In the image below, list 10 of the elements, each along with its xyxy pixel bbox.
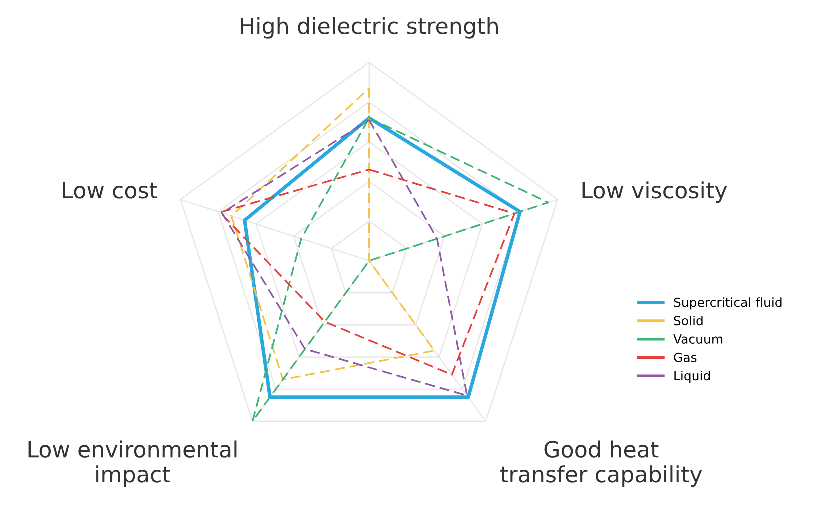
spoke-label: High dielectric strength — [241, 17, 498, 39]
spoke-label: Good heat transfer capability — [500, 440, 702, 488]
spoke-label: Low viscosity — [582, 182, 728, 204]
legend-label: Gas — [674, 352, 697, 362]
legend-label: Supercritical fluid — [674, 298, 782, 310]
legend-label: Liquid — [674, 370, 710, 384]
spoke-label: Low cost — [63, 182, 158, 199]
spoke-label: Low environmental impact — [28, 440, 237, 488]
legend-label: Vacuum — [674, 334, 723, 344]
legend-label: Solid — [674, 316, 703, 326]
